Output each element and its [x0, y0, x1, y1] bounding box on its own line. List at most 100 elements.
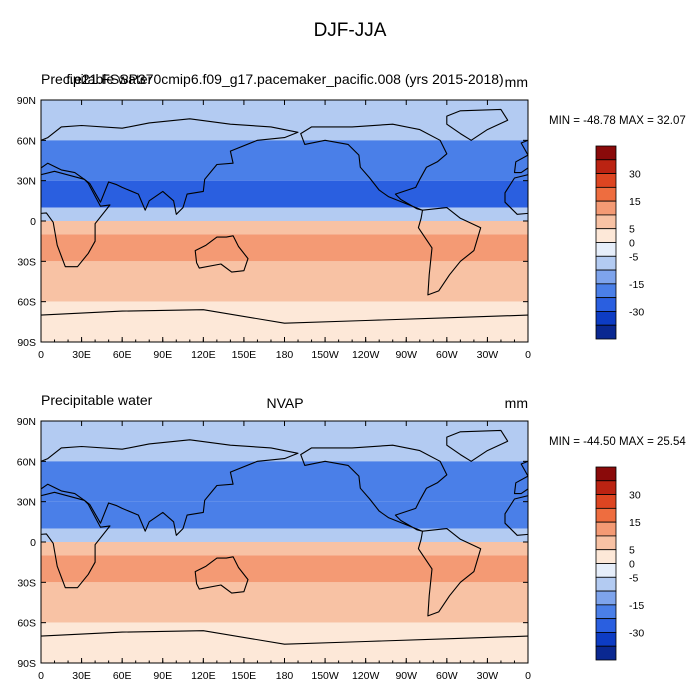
x-tick-label: 60W: [436, 670, 458, 682]
colorbar-box: [595, 145, 617, 161]
band-3: [41, 528, 528, 542]
colorbar-box: [595, 535, 617, 551]
band-7: [41, 301, 528, 342]
y-tick-label: 30S: [17, 256, 36, 268]
colorbar-box: [595, 576, 617, 592]
colorbar-label: 30: [629, 169, 641, 181]
colorbar-label: 15: [629, 517, 641, 529]
band-0: [41, 421, 528, 462]
y-tick-label: 0: [30, 537, 36, 549]
x-tick-label: 150E: [232, 349, 257, 361]
x-tick-label: 60W: [436, 349, 458, 361]
coastlines: [41, 429, 528, 645]
x-tick-label: 30W: [477, 349, 499, 361]
x-tick-label: 120E: [191, 349, 216, 361]
x-tick-label: 0: [38, 670, 44, 682]
band-5: [41, 555, 528, 583]
field-bands: [41, 100, 700, 342]
y-tick-label: 60S: [17, 297, 36, 309]
colorbar-box: [595, 494, 617, 509]
colorbar-box: [595, 200, 617, 216]
x-tick-label: 180: [276, 670, 294, 682]
colorbar-box: [595, 311, 617, 326]
band-2: [41, 501, 528, 529]
band-6: [41, 261, 528, 302]
field-bands: [41, 421, 528, 663]
y-tick-label: 30S: [17, 577, 36, 589]
bottom-colorbar: 30 15 5 0-5 -15 -30: [595, 466, 644, 661]
top-panel-units: mm: [504, 74, 528, 90]
band-7: [41, 622, 528, 663]
bottom-panel-minmax: MIN = -44.50 MAX = 25.54: [549, 436, 686, 448]
continent-australia: [194, 235, 249, 273]
x-tick-label: 0: [525, 349, 531, 361]
colorbar-box: [595, 255, 617, 271]
continent-australia-wrap: [682, 236, 700, 272]
colorbar-box: [595, 563, 617, 578]
continent-africa: [41, 170, 111, 268]
band-4: [41, 542, 528, 556]
band-2: [41, 180, 528, 208]
colorbar-label: 5: [629, 545, 635, 557]
x-tick-label: 150W: [311, 670, 339, 682]
band-0: [41, 100, 528, 141]
y-tick-label: 0: [30, 216, 36, 228]
continent-greenland: [446, 429, 509, 462]
colorbar-box: [595, 632, 617, 647]
colorbar-box: [595, 324, 617, 340]
coastlines: [41, 108, 700, 324]
colorbar-label: -5: [629, 251, 638, 263]
x-tick-label: 30E: [72, 349, 91, 361]
x-tick-label: 0: [38, 349, 44, 361]
continent-north-america: [300, 123, 448, 211]
colorbar-box: [595, 297, 617, 312]
bottom-panel-units: mm: [504, 395, 528, 411]
colorbar-box: [595, 214, 617, 230]
colorbar-label: -30: [629, 306, 644, 318]
colorbar-box: [595, 521, 617, 537]
continent-antarctica-edge: [41, 309, 528, 324]
colorbar-box: [595, 645, 617, 661]
continent-south-america: [417, 207, 482, 296]
y-tick-label: 90S: [17, 337, 36, 349]
top-colorbar: 30 15 5 0-5 -15 -30: [595, 145, 644, 340]
top-panel-variable-label: Precipitable water: [41, 71, 153, 87]
top-map-panel: 0 30E 60E 90E 120E 150E 180 150W 120W 90W 60W 30W 09…: [17, 95, 700, 361]
x-tick-label: 30W: [477, 670, 499, 682]
colorbar-box: [595, 618, 617, 633]
x-tick-label: 60E: [113, 349, 132, 361]
band-4: [41, 221, 528, 235]
colorbar-label: -30: [629, 627, 644, 639]
continent-australia: [194, 556, 249, 594]
colorbar-box: [595, 466, 617, 482]
band-5: [41, 234, 528, 262]
band-6: [41, 582, 528, 623]
colorbar-label: 0: [629, 238, 635, 250]
y-tick-label: 90S: [17, 658, 36, 670]
colorbar-box: [595, 507, 617, 523]
continent-africa: [41, 491, 111, 589]
x-tick-label: 150W: [311, 349, 339, 361]
x-tick-label: 150E: [232, 670, 257, 682]
colorbar-box: [595, 549, 617, 564]
x-tick-label: 0: [525, 670, 531, 682]
y-tick-label: 60N: [17, 135, 36, 147]
x-tick-label: 90W: [395, 670, 417, 682]
continent-eurasia: [41, 439, 299, 536]
continent-eurasia: [41, 118, 299, 215]
continent-antarctica-edge: [41, 630, 528, 645]
colorbar-box: [595, 173, 617, 188]
colorbar-box: [595, 242, 617, 257]
colorbar-box: [595, 186, 617, 202]
colorbar-label: -15: [629, 279, 644, 291]
top-panel-case-label: f.e21.FSSP370cmip6.f09_g17.pacemaker_pac…: [66, 71, 504, 87]
x-tick-label: 120W: [352, 349, 380, 361]
colorbar-box: [595, 283, 617, 299]
x-tick-label: 180: [276, 349, 294, 361]
colorbar-box: [595, 159, 617, 174]
colorbar-label: -15: [629, 600, 644, 612]
figure-title: DJF-JJA: [313, 20, 387, 41]
band-1: [41, 140, 528, 181]
continent-north-america: [300, 444, 448, 532]
y-tick-label: 30N: [17, 176, 36, 188]
